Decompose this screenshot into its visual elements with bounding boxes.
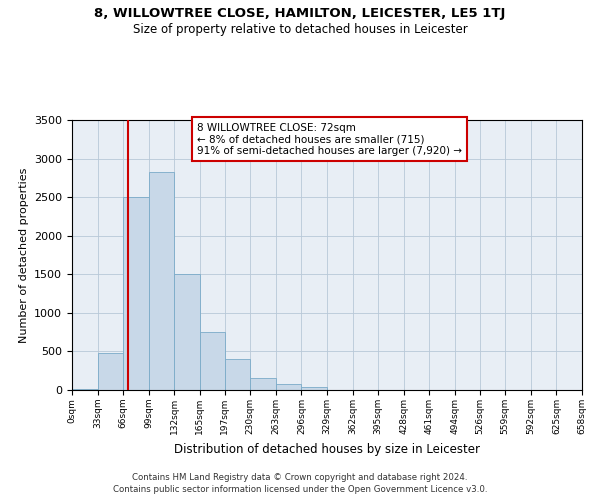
Text: Size of property relative to detached houses in Leicester: Size of property relative to detached ho… <box>133 22 467 36</box>
Text: 8 WILLOWTREE CLOSE: 72sqm
← 8% of detached houses are smaller (715)
91% of semi-: 8 WILLOWTREE CLOSE: 72sqm ← 8% of detach… <box>197 122 462 156</box>
Bar <box>301 387 327 390</box>
Text: 8, WILLOWTREE CLOSE, HAMILTON, LEICESTER, LE5 1TJ: 8, WILLOWTREE CLOSE, HAMILTON, LEICESTER… <box>94 8 506 20</box>
Text: Contains public sector information licensed under the Open Government Licence v3: Contains public sector information licen… <box>113 485 487 494</box>
Bar <box>175 274 200 390</box>
Bar <box>149 172 175 390</box>
Text: Distribution of detached houses by size in Leicester: Distribution of detached houses by size … <box>174 442 480 456</box>
Text: Contains HM Land Registry data © Crown copyright and database right 2024.: Contains HM Land Registry data © Crown c… <box>132 472 468 482</box>
Bar <box>200 332 224 390</box>
Bar <box>72 389 98 390</box>
Bar <box>276 384 301 390</box>
Bar <box>98 353 123 390</box>
Bar <box>123 197 149 390</box>
Bar <box>250 378 276 390</box>
Y-axis label: Number of detached properties: Number of detached properties <box>19 168 29 342</box>
Bar <box>224 359 250 390</box>
